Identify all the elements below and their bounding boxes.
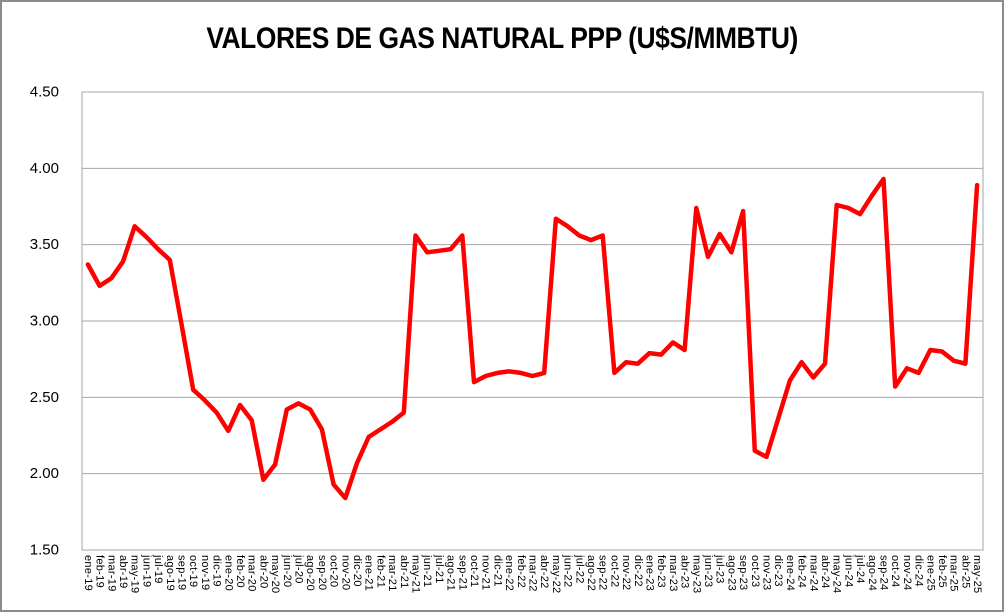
x-tick-label: jun-20	[281, 554, 293, 587]
x-tick-label: ago-23	[725, 555, 737, 591]
x-tick-label: dic-22	[632, 555, 644, 587]
plot-border	[81, 91, 984, 551]
y-tick-label: 1.50	[30, 542, 59, 559]
x-tick-label: dic-19	[211, 555, 223, 587]
x-tick-label: ene-21	[363, 555, 375, 591]
x-tick-label: ago-24	[866, 555, 878, 591]
x-tick-label: oct-24	[889, 555, 901, 587]
x-tick-label: abr-25	[959, 555, 971, 589]
x-tick-label: ene-25	[924, 555, 936, 591]
x-tick-label: ene-22	[503, 555, 515, 591]
x-tick-label: nov-19	[199, 555, 211, 590]
x-tick-label: feb-25	[936, 555, 948, 588]
x-tick-label: ago-22	[585, 555, 597, 591]
x-tick-label: may-25	[971, 555, 983, 593]
x-tick-label: ago-19	[164, 555, 176, 591]
x-tick-label: dic-24	[913, 555, 925, 587]
x-tick-label: abr-23	[679, 555, 691, 589]
x-tick-label: jul-24	[854, 554, 866, 584]
x-tick-label: jul-21	[433, 554, 445, 584]
x-tick-label: jun-24	[842, 554, 854, 587]
chart-title-text: VALORES DE GAS NATURAL PPP (U$S/MMBTU)	[206, 22, 798, 55]
x-tick-label: oct-19	[187, 555, 199, 587]
x-tick-label: abr-21	[398, 555, 410, 589]
y-tick-label: 4.00	[30, 160, 59, 177]
x-tick-label: abr-22	[538, 555, 550, 589]
x-tick-label: jun-23	[702, 554, 714, 587]
x-tick-label: mar-20	[246, 555, 258, 592]
x-tick-label: nov-24	[901, 555, 913, 590]
x-tick-label: nov-20	[339, 555, 351, 590]
x-tick-label: abr-19	[117, 555, 129, 589]
x-tick-label: may-23	[690, 555, 702, 593]
x-tick-label: nov-23	[761, 555, 773, 590]
x-tick-label: feb-21	[374, 555, 386, 588]
x-tick-label: jul-19	[152, 554, 164, 584]
x-tick-label: ago-21	[445, 555, 457, 591]
x-tick-label: mar-22	[527, 555, 539, 592]
y-tick-label: 2.00	[30, 465, 59, 482]
x-tick-label: may-20	[269, 555, 281, 593]
x-tick-label: mar-21	[386, 555, 398, 592]
x-tick-label: mar-23	[667, 555, 679, 592]
x-tick-label: nov-21	[480, 555, 492, 590]
x-tick-label: jun-21	[421, 554, 433, 587]
x-tick-label: dic-21	[491, 555, 503, 587]
x-tick-label: ene-23	[644, 555, 656, 591]
x-tick-label: may-19	[129, 555, 141, 593]
x-tick-label: sep-23	[737, 555, 749, 590]
x-tick-label: may-22	[550, 555, 562, 593]
y-tick-label: 3.00	[30, 313, 59, 330]
chart-title: VALORES DE GAS NATURAL PPP (U$S/MMBTU)	[2, 22, 1002, 56]
x-tick-label: ene-24	[784, 555, 796, 591]
x-tick-label: jul-22	[573, 554, 585, 584]
x-tick-label: jul-20	[292, 554, 304, 584]
y-tick-label: 2.50	[30, 389, 59, 406]
x-tick-label: oct-20	[328, 555, 340, 587]
x-tick-label: ene-19	[82, 555, 94, 591]
x-tick-label: oct-22	[608, 555, 620, 587]
x-tick-label: feb-23	[655, 555, 667, 588]
x-tick-label: mar-25	[948, 555, 960, 592]
x-tick-label: dic-20	[351, 555, 363, 587]
x-tick-label: ago-20	[304, 555, 316, 591]
x-tick-label: ene-20	[222, 555, 234, 591]
x-tick-label: sep-21	[456, 555, 468, 590]
x-tick-label: feb-19	[94, 555, 106, 588]
price-line	[85, 176, 980, 501]
x-tick-label: feb-20	[234, 555, 246, 588]
x-tick-label: jun-22	[562, 554, 574, 587]
x-tick-label: abr-20	[257, 555, 269, 589]
x-tick-label: sep-19	[175, 555, 187, 590]
x-tick-label: mar-24	[807, 555, 819, 592]
x-tick-label: may-24	[831, 555, 843, 593]
y-tick-label: 4.50	[30, 84, 59, 101]
x-tick-label: jul-23	[714, 554, 726, 584]
x-tick-label: mar-19	[105, 555, 117, 592]
x-tick-label: oct-21	[468, 555, 480, 587]
x-tick-label: nov-22	[620, 555, 632, 590]
x-tick-label: abr-24	[819, 555, 831, 589]
x-tick-label: may-21	[409, 555, 421, 593]
x-tick-label: jun-19	[140, 554, 152, 587]
x-tick-label: dic-23	[772, 555, 784, 587]
x-tick-label: sep-22	[597, 555, 609, 590]
x-tick-label: feb-22	[515, 555, 527, 588]
y-tick-label: 3.50	[30, 236, 59, 253]
x-tick-label: sep-24	[878, 555, 890, 590]
x-tick-label: feb-24	[796, 555, 808, 588]
x-tick-label: sep-20	[316, 555, 328, 590]
x-tick-label: oct-23	[749, 555, 761, 587]
